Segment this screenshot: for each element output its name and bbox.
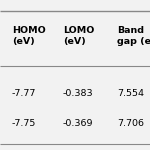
Text: 7.554: 7.554 [117,88,144,98]
Text: LOMO
(eV): LOMO (eV) [63,26,94,46]
Text: 7.706: 7.706 [117,118,144,127]
Text: HOMO
(eV): HOMO (eV) [12,26,46,46]
Text: -7.75: -7.75 [12,118,36,127]
Text: Band
gap (eV): Band gap (eV) [117,26,150,46]
Text: -7.77: -7.77 [12,88,36,98]
Text: -0.369: -0.369 [63,118,93,127]
Text: -0.383: -0.383 [63,88,94,98]
